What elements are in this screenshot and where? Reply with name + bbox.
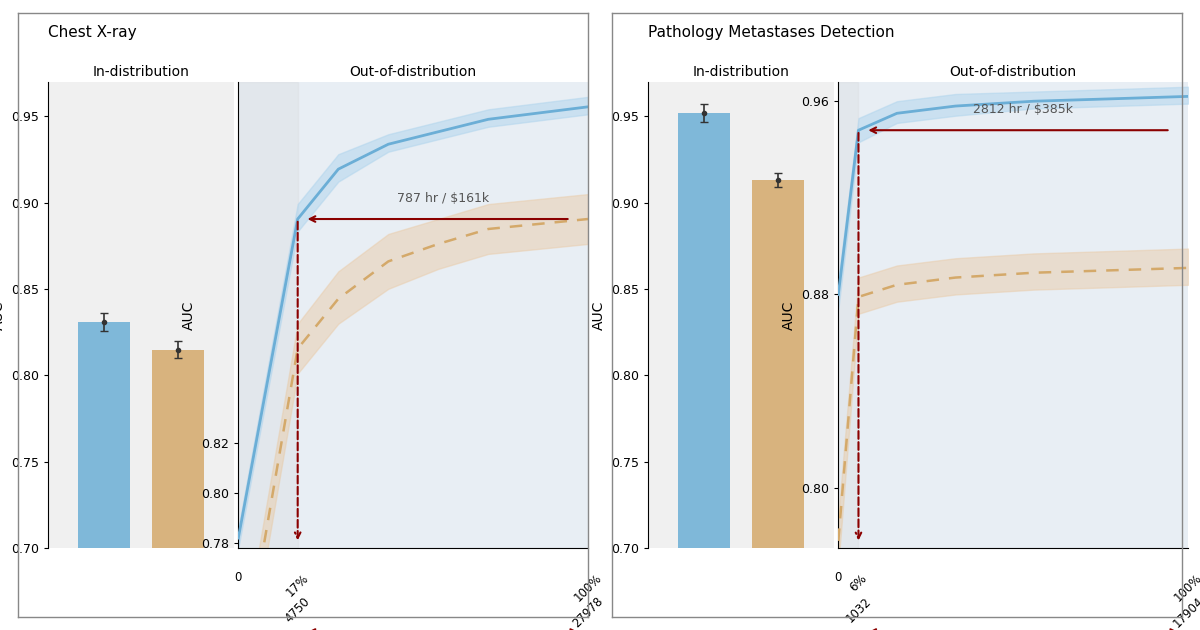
Text: 100%: 100%: [571, 571, 605, 604]
Text: 1032: 1032: [844, 595, 874, 625]
Text: 27978: 27978: [570, 595, 606, 630]
Text: 787 hr / $161k: 787 hr / $161k: [397, 192, 488, 205]
Text: 0: 0: [835, 571, 842, 585]
Text: 4750: 4750: [282, 595, 313, 625]
Bar: [152, 350, 204, 548]
Text: 100%: 100%: [1171, 571, 1200, 604]
Text: 17904: 17904: [1170, 595, 1200, 630]
Bar: [78, 322, 130, 548]
Y-axis label: AUC: AUC: [781, 301, 796, 329]
Text: 0: 0: [235, 571, 242, 585]
Y-axis label: AUC: AUC: [181, 301, 196, 329]
Text: 2812 hr / $385k: 2812 hr / $385k: [973, 103, 1073, 116]
Text: Chest X-ray: Chest X-ray: [48, 25, 137, 40]
Bar: [752, 180, 804, 548]
Title: Out-of-distribution: Out-of-distribution: [949, 66, 1076, 79]
Y-axis label: AUC: AUC: [0, 301, 6, 329]
Title: In-distribution: In-distribution: [692, 66, 790, 79]
Title: In-distribution: In-distribution: [92, 66, 190, 79]
Bar: [678, 113, 730, 548]
Text: 17%: 17%: [284, 571, 312, 599]
Text: Pathology Metastases Detection: Pathology Metastases Detection: [648, 25, 894, 40]
Bar: [239, 82, 298, 548]
Bar: [839, 82, 858, 548]
Text: 6%: 6%: [847, 571, 870, 593]
Title: Out-of-distribution: Out-of-distribution: [349, 66, 476, 79]
Y-axis label: AUC: AUC: [592, 301, 606, 329]
